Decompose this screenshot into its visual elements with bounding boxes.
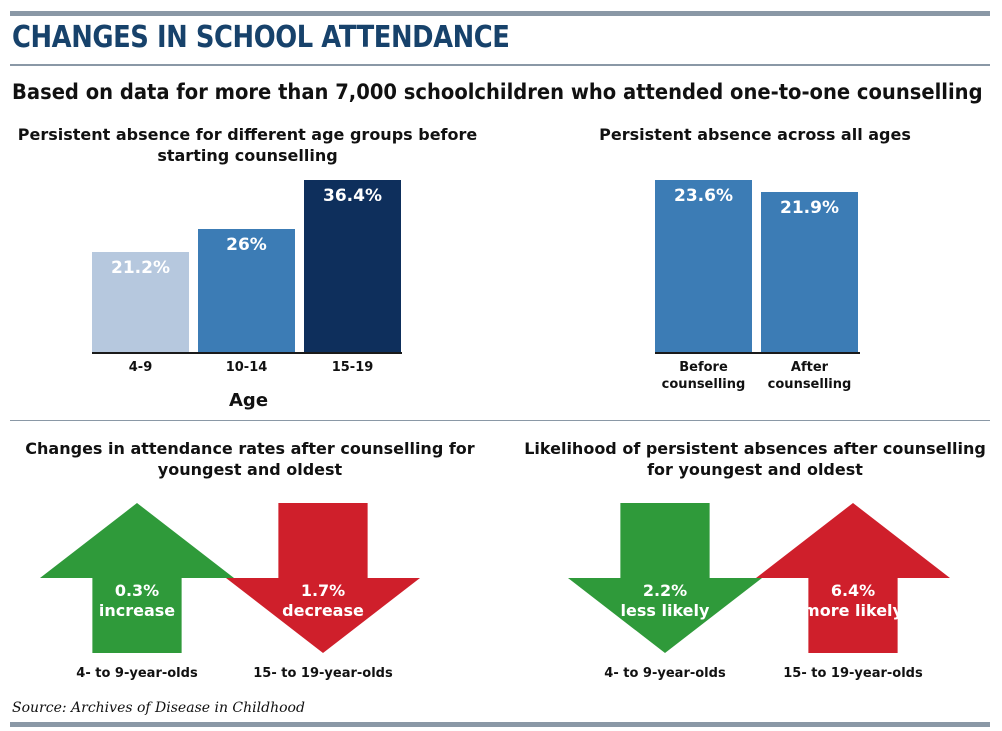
x-tick-label-2: 15-19 (304, 359, 401, 376)
arrow-text-line-3-1: more likely (803, 601, 903, 620)
group-label-0: 4- to 9-year-olds (76, 666, 198, 681)
top-rule (10, 11, 990, 16)
bar-1 (761, 192, 858, 352)
x-tick-line-0-0: 4-9 (128, 360, 153, 375)
arrow-text-line-1-1: decrease (282, 601, 364, 620)
x-tick-line-1-0: After (790, 360, 829, 375)
infographic-title: CHANGES IN SCHOOL ATTENDANCE (12, 20, 510, 55)
x-tick-line-2-0: 15-19 (331, 360, 374, 375)
arrow-text-1: 1.7% decrease (226, 581, 420, 621)
arrow-text-line-2-1: less likely (620, 601, 710, 620)
attendance-panel-title: Changes in attendance rates after counse… (10, 438, 490, 480)
likelihood-title-line-2: for youngest and oldest (647, 460, 863, 479)
all-ages-title-line-1: Persistent absence across all ages (599, 125, 911, 144)
x-tick-line-0-0: Before (679, 360, 728, 375)
age-groups-chart-title: Persistent absence for different age gro… (10, 124, 485, 166)
arrow-text-line-1-0: 1.7% (300, 581, 346, 600)
arrow-text-2: 2.2% less likely (568, 581, 762, 621)
section-divider (10, 420, 990, 421)
bar-value-label-1: 26% (226, 235, 267, 256)
bar-1 (198, 229, 295, 352)
x-tick-line-1-1: counselling (767, 377, 852, 392)
arrow-text-line-0-1: increase (98, 601, 176, 620)
infographic-subtitle: Based on data for more than 7,000 school… (12, 80, 983, 104)
age-axis-label: Age (229, 390, 269, 411)
age-groups-title-line-1: Persistent absence for different age gro… (17, 125, 478, 144)
bar-0 (92, 251, 189, 352)
x-axis-line (92, 352, 402, 354)
attendance-title-line-1: Changes in attendance rates after counse… (25, 439, 475, 458)
x-tick-label-0: 4-9 (92, 359, 189, 376)
title-rule (10, 64, 990, 66)
arrow-up-0 (40, 503, 234, 653)
attendance-title-line-2: youngest and oldest (157, 460, 343, 479)
age-groups-title-line-2: starting counselling (157, 146, 338, 165)
bottom-rule (10, 722, 990, 727)
bar-value-label-2: 36.4% (323, 186, 382, 206)
x-tick-line-0-1: counselling (661, 377, 746, 392)
bar-value-label-0: 23.6% (674, 186, 733, 206)
bar-0 (655, 180, 752, 352)
arrow-up-3 (756, 503, 950, 653)
arrow-text-0: 0.3% increase (40, 581, 234, 621)
arrow-shape-1 (226, 503, 420, 653)
all-ages-chart-title: Persistent absence across all ages (520, 124, 990, 145)
source-note: Source: Archives of Disease in Childhood (12, 700, 305, 716)
x-axis-line (655, 352, 860, 354)
arrow-down-1 (226, 503, 420, 653)
x-tick-label-1: After counselling (761, 359, 858, 393)
arrow-text-line-0-0: 0.3% (114, 581, 160, 600)
arrow-shape-3 (756, 503, 950, 653)
arrow-text-3: 6.4% more likely (756, 581, 950, 621)
arrow-text-line-2-0: 2.2% (642, 581, 688, 600)
arrow-shape-2 (568, 503, 762, 653)
bar-2 (304, 180, 401, 352)
arrow-down-2 (568, 503, 762, 653)
likelihood-title-line-1: Likelihood of persistent absences after … (524, 439, 986, 458)
x-tick-label-1: 10-14 (198, 359, 295, 376)
bar-value-label-0: 21.2% (111, 257, 170, 278)
group-label-3: 15- to 19-year-olds (783, 666, 923, 681)
x-tick-label-0: Before counselling (655, 359, 752, 393)
arrow-shape-0 (40, 503, 234, 653)
bar-value-label-1: 21.9% (780, 198, 839, 219)
group-label-2: 4- to 9-year-olds (604, 666, 726, 681)
group-label-1: 15- to 19-year-olds (253, 666, 393, 681)
x-tick-line-1-0: 10-14 (225, 360, 268, 375)
likelihood-panel-title: Likelihood of persistent absences after … (515, 438, 995, 480)
arrow-text-line-3-0: 6.4% (830, 581, 876, 600)
